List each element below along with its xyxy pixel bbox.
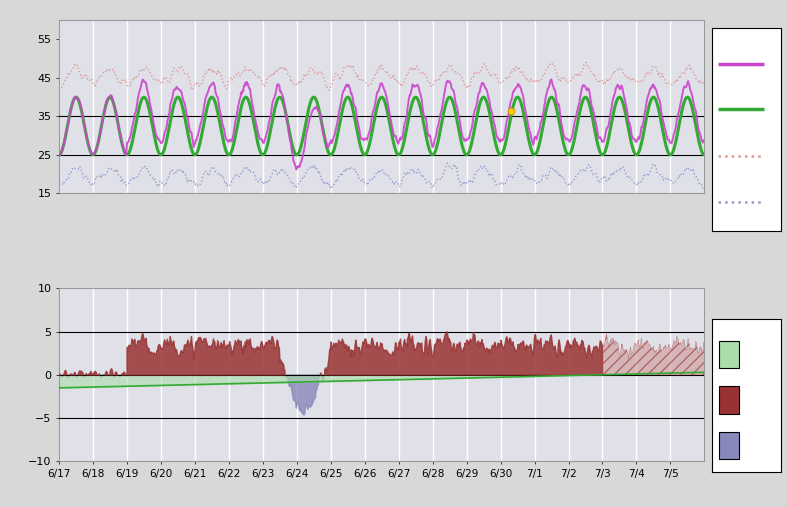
Bar <box>719 386 738 414</box>
Bar <box>719 432 738 459</box>
Bar <box>719 341 738 368</box>
